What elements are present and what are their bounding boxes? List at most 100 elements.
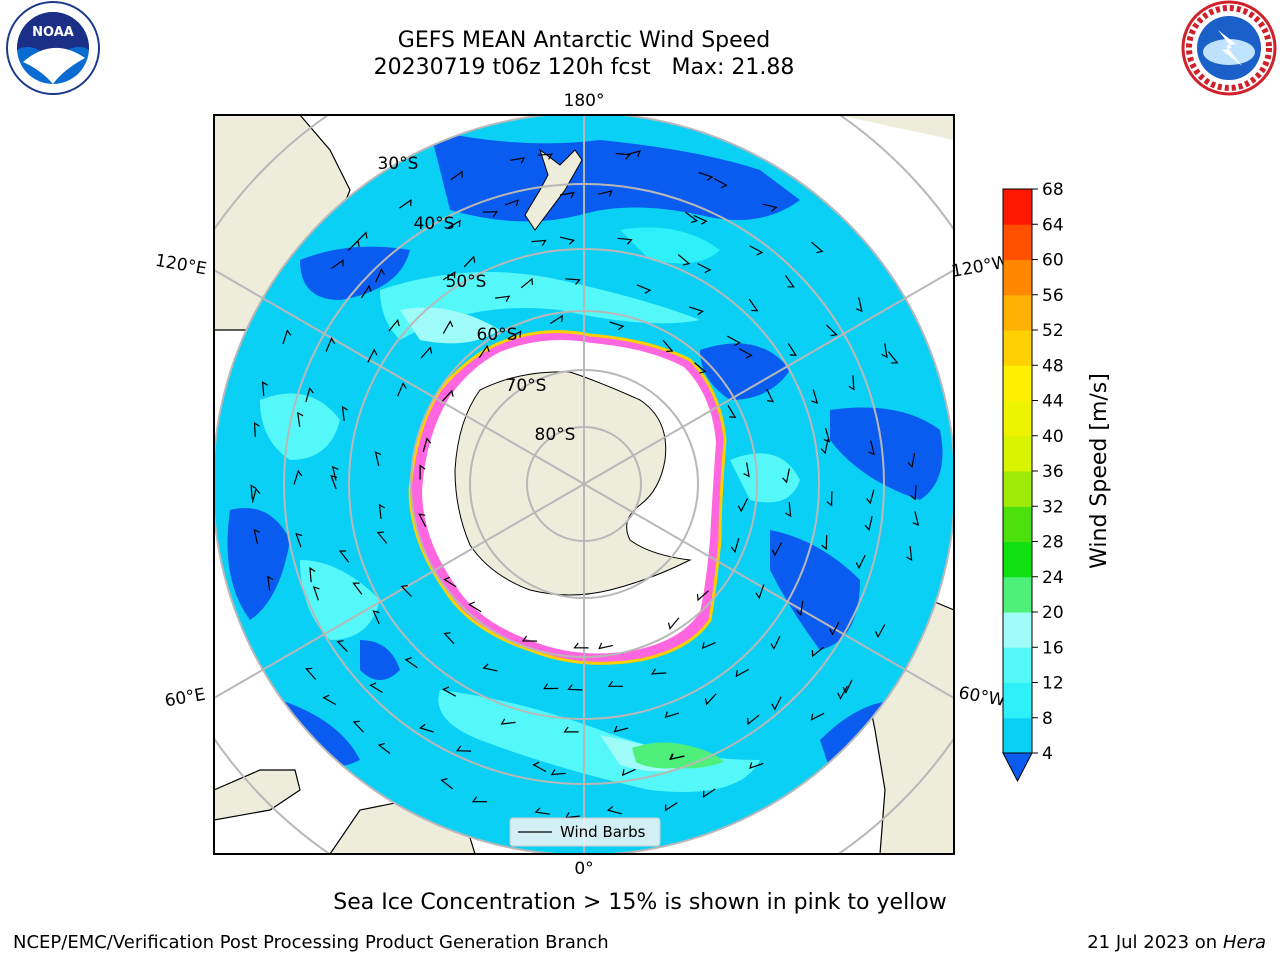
wind-barb — [755, 584, 765, 600]
wind-barb — [355, 231, 368, 244]
wind-barb — [467, 601, 482, 613]
wind-barb — [837, 685, 848, 700]
wind-barb — [520, 277, 533, 289]
wind-barb — [743, 462, 750, 478]
wind-barb — [881, 343, 888, 359]
wind-barb — [785, 502, 792, 518]
wind-barb — [352, 582, 363, 595]
legend-label: Wind Barbs — [560, 823, 646, 841]
colorbar-tick-label: 20 — [1042, 603, 1064, 623]
wind-barb — [664, 711, 680, 719]
wind-barb — [696, 590, 709, 602]
lat-label-40s: 40°S — [414, 214, 455, 234]
wind-barb — [250, 484, 257, 500]
lon-label-60e: 60°E — [163, 685, 207, 712]
wind-barb — [762, 203, 778, 212]
wind-barb — [341, 405, 348, 421]
wind-barb — [521, 635, 538, 642]
lon-label-120w: 120°W — [950, 252, 1011, 282]
max-wind-patch — [632, 742, 724, 769]
wind-barb — [463, 255, 476, 268]
wind-barb — [826, 491, 833, 507]
wind-barb — [730, 538, 740, 553]
lon-label-180: 180° — [564, 91, 605, 111]
wind-barb — [550, 769, 566, 776]
wind-barb — [698, 171, 714, 181]
colorbar-tick-label: 48 — [1042, 356, 1064, 376]
wind-barb — [309, 567, 316, 583]
colorbar-tick-label: 60 — [1042, 251, 1064, 271]
wind-barb — [534, 807, 550, 815]
wind-barb — [598, 642, 614, 650]
wind-barb — [796, 600, 804, 616]
colorbar-tick-label: 44 — [1042, 392, 1064, 412]
wind-barb — [440, 778, 453, 790]
wind-barb — [442, 271, 456, 281]
chart-title: GEFS MEAN Antarctic Wind Speed — [397, 28, 771, 53]
wind-barb — [609, 321, 625, 331]
wind-barb — [531, 239, 547, 246]
wind-barb — [607, 680, 624, 687]
wind-barb — [669, 753, 684, 761]
wind-barb — [336, 640, 348, 653]
wind-barb — [482, 211, 498, 218]
wind-barb — [866, 489, 875, 505]
colorbar-segment — [1003, 259, 1032, 296]
wind-barb — [443, 576, 457, 588]
chart-subtitle-run-info: 20230719 t06z 120h fcst Max: 21.88 — [373, 55, 795, 80]
wind-barb — [443, 632, 455, 645]
colorbar-segment — [1003, 717, 1032, 754]
colorbar-tick-label: 56 — [1042, 286, 1064, 306]
wind-barb — [376, 531, 388, 544]
wind-barb — [855, 554, 866, 570]
colorbar-tick-label: 16 — [1042, 638, 1064, 658]
sea-ice-note: Sea Ice Concentration > 15% is shown in … — [333, 890, 947, 915]
wind-barb — [771, 696, 782, 711]
colorbar-tick-label: 28 — [1042, 533, 1064, 553]
wind-barb — [573, 642, 589, 649]
wind-barb — [399, 198, 412, 209]
wind-barb — [559, 236, 575, 245]
colorbar-segment — [1003, 365, 1032, 401]
wind-barb — [748, 298, 759, 312]
wind-barb — [785, 275, 795, 288]
wind-barb — [418, 723, 434, 733]
wind-barb — [617, 237, 633, 245]
wind-barb — [737, 498, 748, 513]
colorbar-segment — [1003, 400, 1032, 437]
wind-barb — [450, 170, 463, 181]
wind-barb — [694, 362, 707, 374]
wind-barb — [500, 718, 516, 725]
wind-barb — [478, 344, 490, 359]
wind-barb — [352, 720, 364, 733]
wind-barb — [626, 150, 641, 157]
wind-barb — [338, 550, 350, 563]
lon-label-120e: 120°E — [154, 251, 208, 280]
wind-barb — [868, 440, 875, 456]
wind-barb — [378, 503, 385, 519]
wind-barb — [811, 241, 824, 254]
colorbar-segment — [1003, 541, 1032, 578]
wind-barb — [251, 487, 261, 503]
colorbar-segment — [1003, 647, 1032, 683]
wind-barb — [372, 610, 380, 625]
colorbar-tick-label: 64 — [1042, 215, 1064, 235]
wind-barb — [906, 546, 913, 562]
wind-barb — [312, 586, 320, 601]
wind-barb — [495, 295, 511, 302]
wind-barb — [482, 663, 498, 672]
wind-barb — [621, 768, 636, 777]
wind-barb — [419, 464, 426, 480]
wind-barb — [377, 742, 391, 754]
wind-barb — [704, 693, 717, 706]
wind-barb — [667, 617, 680, 630]
map-legend: Wind Barbs — [509, 817, 661, 847]
wind-barb — [322, 694, 337, 706]
wind-barb — [455, 745, 472, 752]
wind-barb — [331, 465, 339, 481]
wind-barb — [651, 668, 667, 675]
wind-barb — [749, 245, 764, 256]
footer-host: Hera — [1222, 932, 1266, 953]
colorbar-segment — [1003, 576, 1032, 613]
colorbar-tick-label: 32 — [1042, 497, 1064, 517]
